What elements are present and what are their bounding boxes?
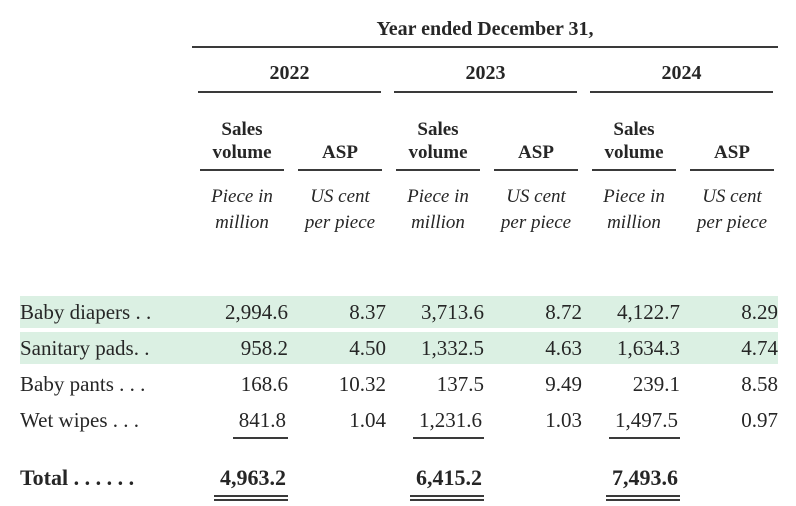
- cell-value: 3,713.6: [386, 296, 484, 332]
- row-label: Baby diapers . .: [20, 296, 190, 332]
- cell-value: 958.2: [190, 332, 288, 368]
- cell-value: 4.74: [680, 332, 778, 368]
- unit-us-cent-per-piece: US cent per piece: [304, 186, 376, 233]
- cell-value-underlined: 1,231.6: [413, 408, 484, 439]
- cell-value: 137.5: [386, 368, 484, 404]
- year-header-2023: 2023: [394, 50, 577, 93]
- total-value-2022: 4,963.2: [214, 465, 288, 501]
- unit-piece-in-million: Piece in million: [211, 186, 273, 233]
- table-title-row: Year ended December 31,: [20, 8, 778, 48]
- cell-value: 4.63: [484, 332, 582, 368]
- cell-value: 168.6: [190, 368, 288, 404]
- cell-value: 1,332.5: [386, 332, 484, 368]
- cell-value: 0.97: [680, 404, 778, 440]
- unit-us-cent-per-piece: US cent per piece: [500, 186, 572, 233]
- year-header-2022: 2022: [198, 50, 381, 93]
- financial-table-page: Year ended December 31, 2022 2023 2024 S…: [0, 8, 796, 506]
- sales-volume-asp-table: Year ended December 31, 2022 2023 2024 S…: [20, 8, 778, 501]
- year-header-row: 2022 2023 2024: [20, 48, 778, 93]
- table-title: Year ended December 31,: [192, 18, 778, 48]
- table-row-total: Total . . . . . . 4,963.2 6,415.2 7,493.…: [20, 456, 778, 501]
- unit-us-cent-per-piece: US cent per piece: [696, 186, 768, 233]
- cell-value: 8.29: [680, 296, 778, 332]
- total-label: Total . . . . . .: [20, 465, 135, 490]
- table-row-wet-wipes: Wet wipes . . . 841.8 1.04 1,231.6 1.03 …: [20, 404, 778, 440]
- table-row-sanitary-pads: Sanitary pads. . 958.2 4.50 1,332.5 4.63…: [20, 332, 778, 368]
- col-header-asp: ASP: [298, 142, 382, 171]
- units-row: Piece in million US cent per piece Piece i…: [20, 171, 778, 250]
- col-header-sales-volume: Sales volume: [396, 119, 480, 171]
- cell-value: 239.1: [582, 368, 680, 404]
- cell-value-underlined: 841.8: [232, 408, 288, 439]
- table-row-baby-pants: Baby pants . . . 168.6 10.32 137.5 9.49 …: [20, 368, 778, 404]
- col-header-sales-volume: Sales volume: [592, 119, 676, 171]
- cell-value: 8.58: [680, 368, 778, 404]
- row-label: Wet wipes . . .: [20, 404, 190, 440]
- col-header-asp: ASP: [690, 142, 774, 171]
- col-header-asp: ASP: [494, 142, 578, 171]
- unit-piece-in-million: Piece in million: [407, 186, 469, 233]
- cell-value: 1.04: [288, 404, 386, 440]
- cell-value: 8.37: [288, 296, 386, 332]
- row-label: Sanitary pads. .: [20, 332, 190, 368]
- cell-value: 4.50: [288, 332, 386, 368]
- row-label: Baby pants . . .: [20, 368, 190, 404]
- year-header-2024: 2024: [590, 50, 773, 93]
- cell-value-underlined: 1,497.5: [609, 408, 680, 439]
- cell-value: 1,634.3: [582, 332, 680, 368]
- cell-value: 10.32: [288, 368, 386, 404]
- cell-value: 2,994.6: [190, 296, 288, 332]
- total-value-2023: 6,415.2: [410, 465, 484, 501]
- cell-value: 8.72: [484, 296, 582, 332]
- col-header-sales-volume: Sales volume: [200, 119, 284, 171]
- column-header-row: Sales volume ASP Sales volume ASP Sales vol…: [20, 93, 778, 171]
- table-row-baby-diapers: Baby diapers . . 2,994.6 8.37 3,713.6 8.…: [20, 296, 778, 332]
- cell-value: 1.03: [484, 404, 582, 440]
- total-value-2024: 7,493.6: [606, 465, 680, 501]
- cell-value: 4,122.7: [582, 296, 680, 332]
- unit-piece-in-million: Piece in million: [603, 186, 665, 233]
- cell-value: 9.49: [484, 368, 582, 404]
